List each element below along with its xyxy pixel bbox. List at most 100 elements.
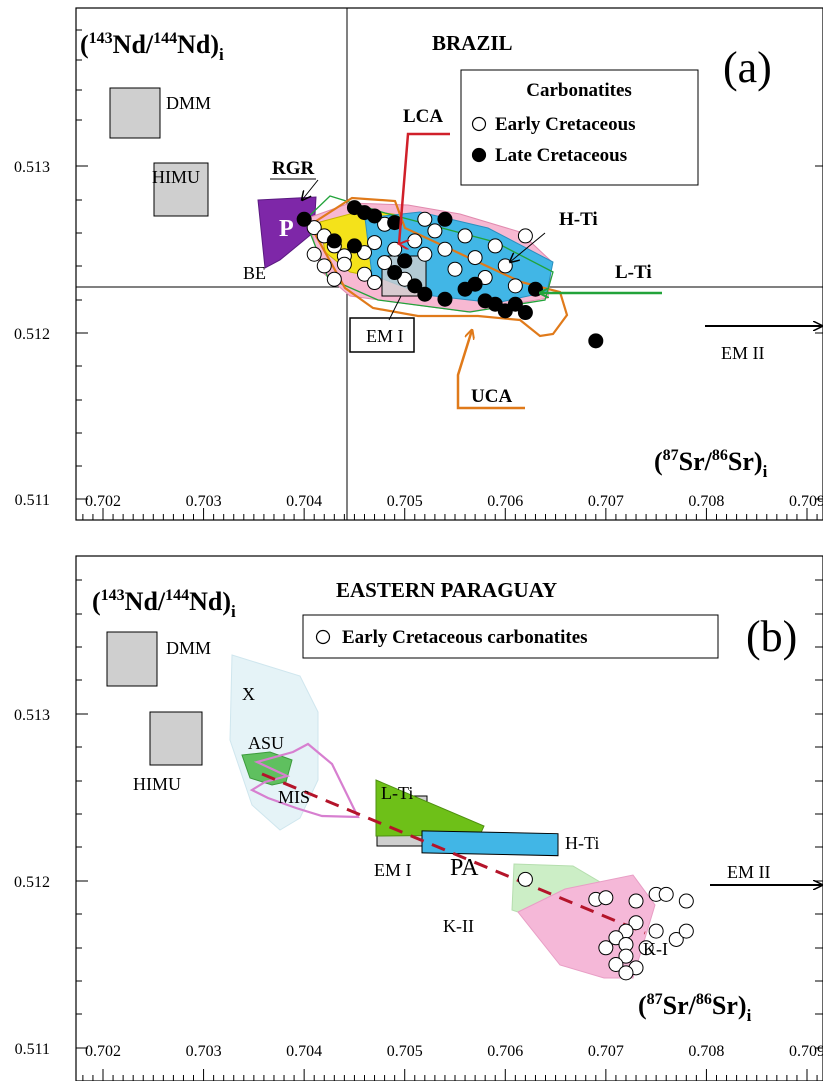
b-label-ki: K-I <box>643 939 668 959</box>
a-x-axis-title: (87Sr/86Sr)i <box>654 447 768 481</box>
early-cretaceous-point <box>598 940 614 956</box>
early-cretaceous-point <box>507 278 523 294</box>
lca-arrow <box>399 132 450 244</box>
panel-b-frame <box>75 555 823 1081</box>
late-cretaceous-point <box>507 296 523 312</box>
a-panel-label: (a) <box>723 43 772 92</box>
late-cretaceous-point <box>407 278 423 294</box>
early-cretaceous-point <box>367 275 383 291</box>
b-y-tick-0511: 0.511 <box>15 1041 50 1058</box>
b-label-x: X <box>242 684 255 704</box>
hti-arrow <box>510 232 546 262</box>
x-tick-label: 0.702 <box>85 1043 121 1060</box>
late-cretaceous-point <box>467 276 483 292</box>
b-label-asu: ASU <box>248 733 284 753</box>
a-y-tick-0511: 0.511 <box>15 492 50 509</box>
late-cretaceous-point <box>367 208 383 224</box>
b-label-mis: MIS <box>278 787 310 807</box>
a-y-tick-0513: 0.513 <box>14 159 50 176</box>
x-tick-label: 0.704 <box>286 493 322 510</box>
early-cretaceous-point <box>457 228 473 244</box>
panel-a-right-ticks <box>815 165 823 500</box>
field-uca-outline <box>308 196 569 338</box>
panel-b: 0.513 0.512 0.511 0.702 0.703 0.704 0.705 0.… <box>14 555 823 1081</box>
uca-arrow <box>456 330 525 410</box>
b-label-pa: PA <box>450 855 479 881</box>
dmm-box <box>109 87 161 139</box>
x-tick-label: 0.709 <box>789 493 823 510</box>
a-label-be: BE <box>243 263 266 283</box>
a-label-rgr: RGR <box>272 158 315 179</box>
field-mis <box>249 742 360 819</box>
late-cretaceous-point <box>588 333 604 349</box>
early-cretaceous-point <box>487 238 503 254</box>
early-cretaceous-point <box>638 940 654 956</box>
x-tick-label: 0.705 <box>387 1043 423 1060</box>
early-cretaceous-point <box>618 965 634 981</box>
a-label-dmm: DMM <box>166 93 211 113</box>
a-label-uca: UCA <box>471 386 512 407</box>
b-dmm-box <box>106 631 158 687</box>
b-y-tick-0512: 0.512 <box>14 874 50 891</box>
a-label-emi: EM I <box>366 326 404 346</box>
late-cretaceous-point <box>346 238 362 254</box>
a-label-himu: HIMU <box>152 167 200 187</box>
field-asu <box>241 751 293 786</box>
early-cretaceous-point <box>467 250 483 266</box>
late-cretaceous-point <box>326 233 342 249</box>
field-x <box>229 654 319 831</box>
a-legend-late: Late Cretaceous <box>495 145 627 166</box>
b-y-axis-title: (143Nd/144Nd)i <box>92 587 236 621</box>
a-legend-early: Early Cretaceous <box>495 114 636 135</box>
early-cretaceous-point <box>316 258 332 274</box>
b-y-tick-0513: 0.513 <box>14 707 50 724</box>
b-chart-title: EASTERN PARAGUAY <box>336 578 557 602</box>
early-cretaceous-point <box>678 893 694 909</box>
x-tick-label: 0.709 <box>789 1043 823 1060</box>
x-tick-label: 0.708 <box>688 1043 724 1060</box>
early-cretaceous-point <box>628 915 644 931</box>
x-tick-label: 0.706 <box>487 493 523 510</box>
panel-b-data-points <box>517 871 694 981</box>
x-tick-label: 0.704 <box>286 1043 322 1060</box>
emi-pointer <box>388 295 402 321</box>
early-cretaceous-point <box>628 893 644 909</box>
b-himu-box <box>149 711 203 766</box>
x-tick-label: 0.708 <box>688 493 724 510</box>
early-cretaceous-point <box>367 235 383 251</box>
late-cretaceous-point <box>387 265 403 281</box>
early-cretaceous-point <box>306 246 322 262</box>
himu-box <box>153 162 209 217</box>
panel-a-bottom-ticks <box>82 508 818 520</box>
b-label-emii: EM II <box>727 862 771 882</box>
panel-b-x-tick-labels: 0.702 0.703 0.704 0.705 0.706 0.707 0.708 0.709 <box>85 1043 823 1060</box>
early-cretaceous-point <box>417 246 433 262</box>
b-legend-entry: Early Cretaceous carbonatites <box>342 627 588 648</box>
early-cretaceous-point <box>598 890 614 906</box>
b-x-axis-title: (87Sr/86Sr)i <box>638 991 752 1025</box>
early-cretaceous-point <box>447 261 463 277</box>
a-label-emii: EM II <box>721 343 765 363</box>
a-label-hti: H-Ti <box>559 209 598 230</box>
panel-a-data-points <box>296 200 604 349</box>
early-cretaceous-point <box>326 271 342 287</box>
b-legend: Early Cretaceous carbonatites <box>302 614 719 659</box>
panel-b-bottom-ticks <box>82 1069 818 1081</box>
field-b-hti <box>421 830 559 857</box>
early-cretaceous-point <box>497 258 513 274</box>
late-cretaceous-point <box>397 253 413 269</box>
x-tick-label: 0.702 <box>85 493 121 510</box>
a-y-axis-title: (143Nd/144Nd)i <box>80 30 224 64</box>
early-cretaceous-point <box>678 923 694 939</box>
early-cretaceous-point <box>387 241 403 257</box>
a-legend-title: Carbonatites <box>526 80 632 101</box>
x-tick-label: 0.705 <box>387 493 423 510</box>
panel-a-left-ticks <box>76 29 88 500</box>
b-label-emi: EM I <box>374 860 412 880</box>
a-legend-filled-marker <box>471 147 487 163</box>
a-y-tick-0512: 0.512 <box>14 326 50 343</box>
early-cretaceous-point <box>356 266 372 282</box>
early-cretaceous-point <box>377 255 393 271</box>
early-cretaceous-point <box>336 256 352 272</box>
